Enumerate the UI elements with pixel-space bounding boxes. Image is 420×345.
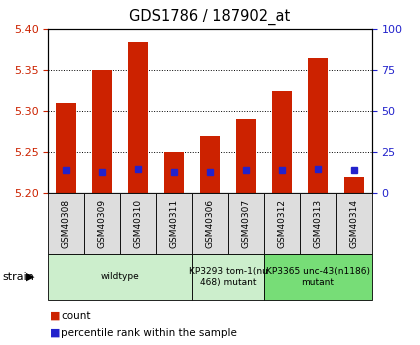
Text: percentile rank within the sample: percentile rank within the sample (61, 328, 237, 338)
Bar (264, 254, 372, 300)
Text: count: count (61, 311, 90, 321)
Bar (84, 193, 120, 254)
Bar (344, 177, 364, 193)
Bar (264, 193, 300, 254)
Bar (48, 254, 192, 300)
Text: GSM40312: GSM40312 (277, 199, 286, 248)
Text: GSM40310: GSM40310 (134, 199, 143, 248)
Bar (156, 193, 192, 254)
Text: ■: ■ (50, 328, 61, 338)
Bar (56, 103, 76, 193)
Bar (236, 119, 256, 193)
Bar (92, 70, 112, 193)
Text: GSM40311: GSM40311 (170, 199, 178, 248)
Bar (228, 193, 264, 254)
Bar (200, 136, 220, 193)
Bar (300, 193, 336, 254)
Text: strain: strain (2, 272, 34, 282)
Text: GDS1786 / 187902_at: GDS1786 / 187902_at (129, 9, 291, 25)
Bar (272, 91, 292, 193)
Text: GSM40307: GSM40307 (241, 199, 250, 248)
Text: GSM40306: GSM40306 (205, 199, 215, 248)
Text: ■: ■ (50, 311, 61, 321)
Bar (164, 152, 184, 193)
Bar (336, 193, 372, 254)
Text: GSM40313: GSM40313 (313, 199, 322, 248)
Bar (128, 42, 148, 193)
Text: GSM40309: GSM40309 (98, 199, 107, 248)
Bar (308, 58, 328, 193)
Bar (120, 193, 156, 254)
Bar (48, 193, 84, 254)
Text: GSM40308: GSM40308 (62, 199, 71, 248)
Bar (192, 193, 228, 254)
Bar (192, 254, 264, 300)
Text: KP3293 tom-1(nu
468) mutant: KP3293 tom-1(nu 468) mutant (189, 267, 268, 287)
Text: wildtype: wildtype (101, 272, 139, 282)
Text: KP3365 unc-43(n1186)
mutant: KP3365 unc-43(n1186) mutant (266, 267, 370, 287)
Text: GSM40314: GSM40314 (349, 199, 358, 248)
Text: ▶: ▶ (26, 272, 34, 282)
